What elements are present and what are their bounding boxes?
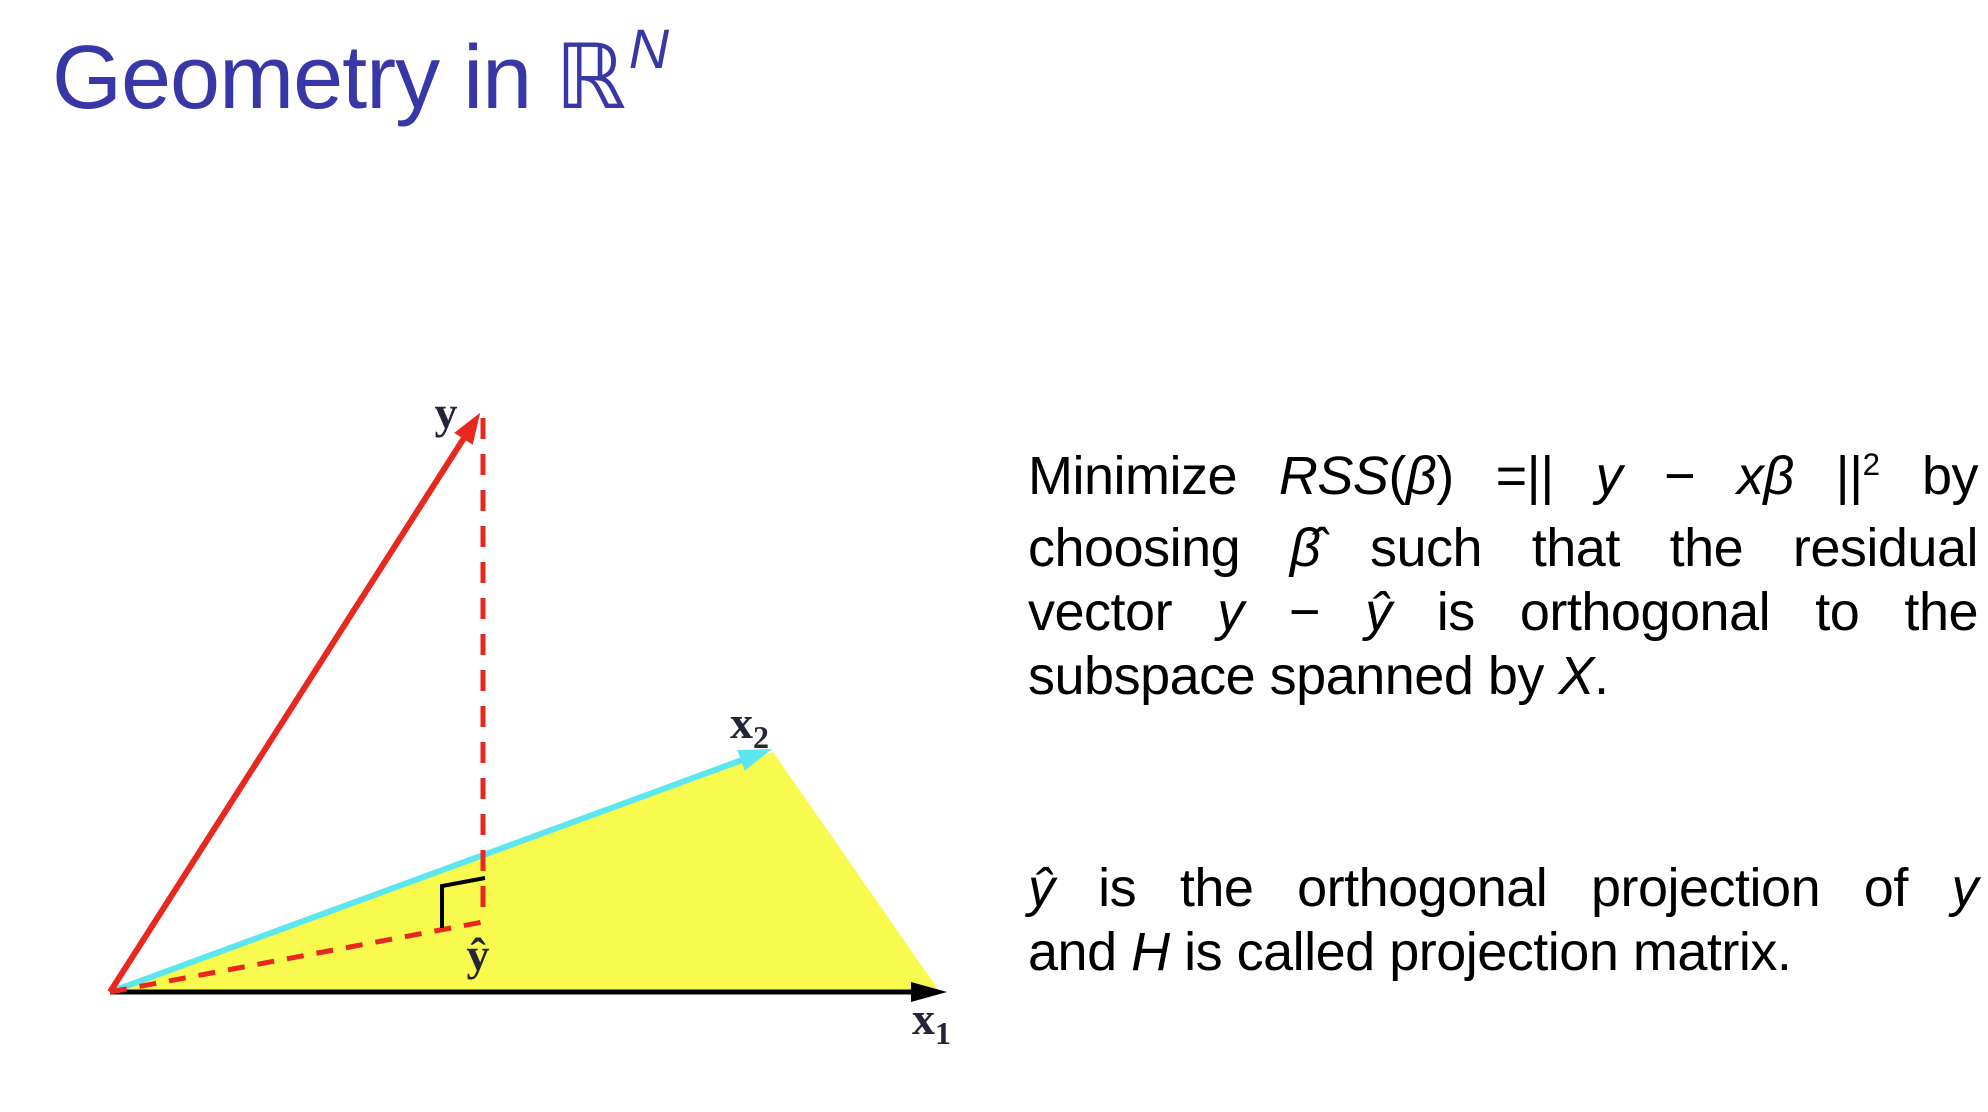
text-segment: choosing [1028,518,1290,578]
label-y: y [435,387,458,438]
title-superscript-N: N [628,16,669,80]
math-segment: RSS [1278,446,1389,506]
text-line: vector y − ŷ is orthogonal to the [1028,580,1979,644]
math-segment: y [1595,446,1623,506]
math-segment: xβ [1736,446,1794,506]
text-segment: Minimize [1028,446,1279,506]
text-segment: vector [1028,582,1218,642]
text-segment: || [1793,446,1864,506]
math-segment: y [1217,582,1244,642]
superscript-segment: 2 [1862,446,1881,482]
yhat-dashed-line [109,919,484,995]
label-x1: x1 [912,993,951,1051]
math-segment: β [1405,446,1437,506]
math-segment: ŷ [1365,582,1392,642]
text-segment: is orthogonal to the [1391,582,1979,642]
slide-title-text: Geometry in [52,28,556,128]
text-segment: is the orthogonal projection of [1054,858,1952,918]
text-segment: is called projection matrix. [1169,922,1792,982]
text-line: Minimize RSS(β) =|| y − xβ ||2 by [1028,444,1978,516]
text-line: and H is called projection matrix. [1028,920,1978,984]
text-line: subspace spanned by X. [1028,644,1978,708]
text-segment: . [1593,646,1609,706]
real-numbers-symbol: ℝ [555,25,626,130]
label-y-hat: ŷ [467,929,490,980]
slide-title: Geometry in ℝN [52,17,669,131]
text-segment: ( [1388,446,1406,506]
vector-y-arrow [107,412,481,994]
math-segment: H [1131,922,1170,982]
math-segment: β̂ [1289,518,1321,578]
math-segment: ŷ [1028,858,1055,918]
subspace-plane [110,752,940,992]
text-segment: − [1243,582,1366,642]
text-segment: and [1028,922,1132,982]
text-line: choosing β̂ such that the residual [1028,516,1978,580]
text-segment: subspace spanned by [1028,646,1559,706]
math-segment: y [1951,858,1979,918]
vector-x2-arrow [108,748,773,995]
text-segment: such that the residual [1320,518,1979,578]
text-line: ŷ is the orthogonal projection of y [1028,856,1978,920]
text-segment: − [1622,446,1737,506]
text-segment: ) =|| [1436,446,1596,506]
text-segment: by [1880,446,1979,506]
label-x2: x2 [730,697,769,755]
right-angle-mark [440,876,486,928]
math-segment: X [1558,646,1594,706]
paragraph-minimize-rss: Minimize RSS(β) =|| y − xβ ||2 by choosi… [1028,444,1979,708]
paragraph-projection-matrix: ŷ is the orthogonal projection of y and … [1028,856,1978,984]
